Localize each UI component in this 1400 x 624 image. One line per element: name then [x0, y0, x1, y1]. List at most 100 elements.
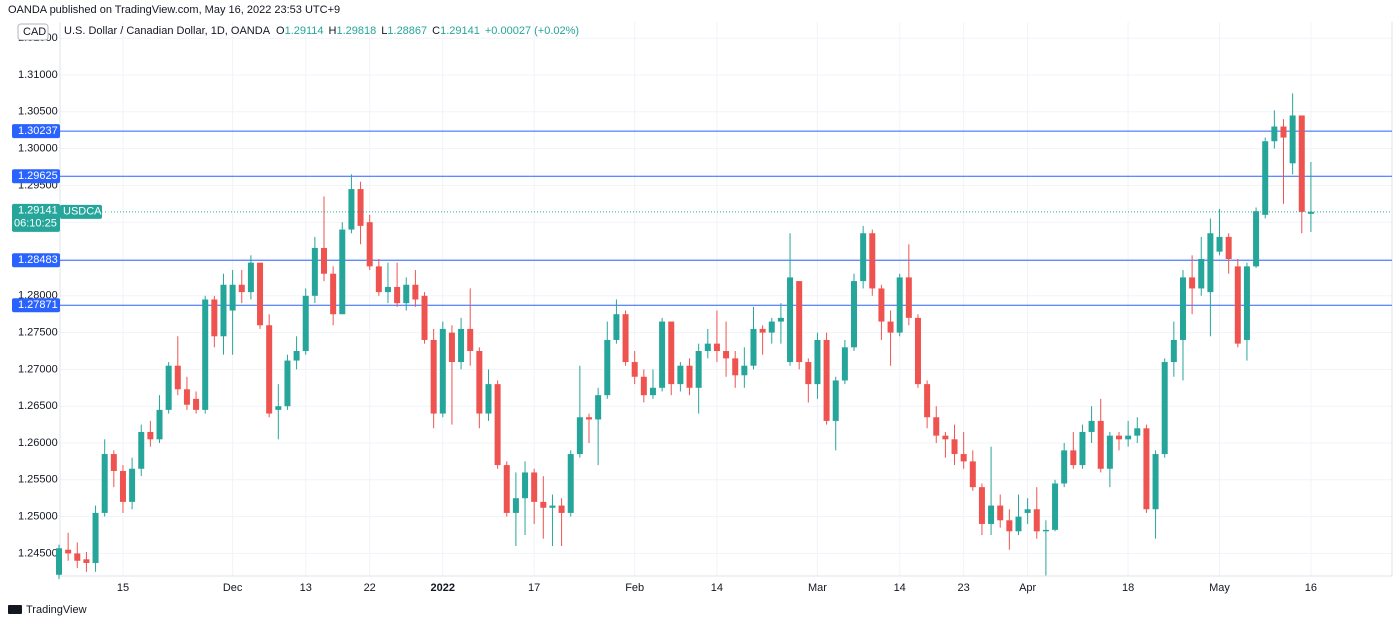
y-tick-label: 1.27500 — [18, 327, 58, 339]
y-tick-label: 1.25000 — [18, 511, 58, 523]
candle-body — [595, 395, 602, 420]
level-tag-label: 1.27871 — [18, 299, 58, 311]
candle-body — [768, 321, 775, 333]
candle-body — [1234, 266, 1241, 344]
level-tag — [12, 298, 60, 313]
level-tag — [12, 124, 60, 139]
candle-body — [1298, 115, 1305, 212]
candle-body — [1061, 450, 1068, 484]
candle-body — [522, 472, 529, 499]
candle-body — [321, 247, 328, 274]
candle-body — [978, 487, 985, 524]
x-tick-label: 18 — [1122, 582, 1134, 594]
price-tag-label: 1.29141 — [18, 205, 58, 217]
level-tag — [12, 169, 60, 184]
candle-body — [1161, 362, 1168, 455]
candle-body — [1307, 211, 1314, 214]
candle-body — [796, 281, 803, 363]
candle-body — [604, 339, 611, 396]
candle-body — [110, 454, 117, 471]
candle-body — [1006, 520, 1013, 532]
candle-body — [558, 505, 565, 513]
candle-body — [531, 472, 538, 502]
candle-body — [485, 384, 492, 414]
candle-body — [549, 505, 556, 508]
ohlc-value: 1.29114 — [285, 25, 324, 37]
candle-body — [403, 284, 410, 304]
y-tick-label: 1.30000 — [18, 143, 58, 155]
candle-body — [887, 321, 894, 333]
ohlc-value: 1.29141 — [440, 25, 480, 37]
level-tag-label: 1.30237 — [18, 125, 58, 137]
candle-body — [732, 358, 739, 376]
candle-body — [832, 380, 839, 421]
ohlc-value: 1.29818 — [337, 25, 377, 37]
y-tick-label: 1.25500 — [18, 474, 58, 486]
candle-body — [247, 262, 254, 293]
candle-body — [366, 222, 373, 267]
candle-body — [1106, 435, 1113, 469]
candle-body — [1070, 450, 1077, 466]
x-tick-label: 13 — [300, 582, 312, 594]
y-tick-label: 1.30500 — [18, 106, 58, 118]
ohlc-key: C — [432, 25, 440, 37]
candle-body — [375, 266, 382, 293]
candle-body — [1015, 516, 1022, 532]
candle-body — [1179, 277, 1186, 340]
candle-body — [878, 288, 885, 322]
candle-body — [1116, 435, 1123, 440]
candle-body — [905, 277, 912, 318]
candle-body — [357, 189, 364, 226]
candle-body — [1088, 420, 1095, 432]
candle-body — [1079, 431, 1086, 466]
x-tick-label: 22 — [364, 582, 376, 594]
candle-body — [787, 277, 794, 363]
candle-body — [1125, 435, 1132, 440]
ohlc-key: O — [276, 25, 285, 37]
candle-body — [384, 286, 391, 293]
candle-body — [649, 387, 656, 396]
candle-body — [741, 365, 748, 376]
candle-body — [220, 284, 227, 337]
candle-body — [302, 295, 309, 351]
candle-body — [951, 439, 958, 455]
candle-body — [969, 461, 976, 488]
candle-body — [1198, 258, 1205, 289]
candle-body — [74, 553, 81, 561]
candle-body — [183, 389, 190, 405]
candle-body — [759, 328, 766, 333]
level-tag-label: 1.29625 — [18, 170, 58, 182]
x-tick-label: 16 — [1305, 582, 1317, 594]
price-tag — [12, 203, 60, 232]
candle-body — [430, 339, 437, 414]
candle-body — [640, 376, 647, 396]
candle-body — [841, 347, 848, 381]
candle-body — [211, 299, 218, 337]
candle-body — [704, 343, 711, 351]
candle-body — [494, 384, 501, 466]
candle-body — [193, 398, 200, 410]
candle-body — [1152, 454, 1159, 510]
candle-body — [311, 247, 318, 296]
x-tick-label: 23 — [958, 582, 970, 594]
candle-body — [659, 321, 666, 388]
candle-body — [202, 299, 209, 410]
x-tick-label: Mar — [808, 582, 827, 594]
footer-logo: TradingView — [26, 604, 87, 616]
x-tick-label: 2022 — [431, 582, 455, 594]
candle-body — [448, 332, 455, 363]
x-tick-label: Feb — [625, 582, 644, 594]
candle-body — [851, 281, 858, 348]
candle-body — [988, 505, 995, 524]
countdown-label: 06:10:25 — [14, 218, 57, 230]
plot-area — [60, 22, 1392, 576]
candle-body — [869, 233, 876, 289]
candle-body — [960, 454, 967, 462]
candle-body — [458, 328, 465, 363]
candle-body — [1052, 483, 1059, 530]
candle-body — [156, 409, 163, 440]
candle-body — [439, 328, 446, 414]
candle-body — [412, 284, 419, 300]
y-tick-label: 1.26000 — [18, 437, 58, 449]
x-tick-label: Apr — [1019, 582, 1036, 594]
